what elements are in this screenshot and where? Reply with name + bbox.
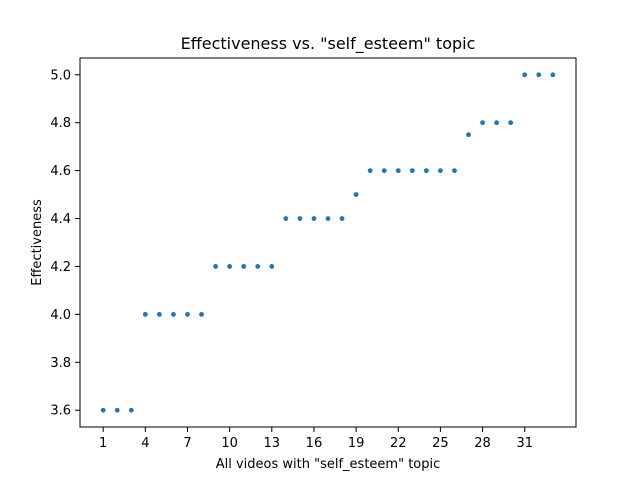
x-tick-label: 4 (141, 436, 149, 451)
data-point (241, 264, 247, 269)
data-point (508, 120, 514, 126)
data-point (438, 168, 443, 174)
data-point (381, 168, 387, 174)
y-tick-label: 4.8 (50, 116, 71, 131)
data-point (128, 407, 134, 413)
data-point (395, 168, 401, 174)
x-tick-label: 28 (474, 436, 491, 451)
y-axis-label: Effectiveness (30, 199, 45, 286)
y-tick-label: 5.0 (50, 68, 71, 83)
data-point (550, 72, 556, 78)
data-point (353, 192, 359, 197)
data-point (297, 216, 303, 221)
data-point (171, 311, 176, 317)
data-point (367, 168, 373, 174)
x-axis-label: All videos with "self_esteem" topic (216, 457, 441, 472)
x-tick-label: 25 (432, 436, 449, 451)
x-tick-label: 1 (99, 436, 107, 451)
data-point (311, 216, 317, 221)
data-point (536, 72, 542, 78)
data-point (100, 407, 106, 413)
data-point (269, 264, 275, 269)
x-tick-label: 7 (183, 436, 191, 451)
data-point (409, 168, 415, 174)
data-point (283, 216, 289, 221)
y-axis-ticks: 3.6 3.8 4.0 4.2 4.4 4.6 4.8 5.0 (50, 68, 80, 419)
data-point (185, 311, 190, 317)
y-tick-label: 3.8 (50, 356, 71, 371)
data-point (494, 120, 500, 126)
y-tick-label: 4.4 (50, 212, 71, 227)
data-point (339, 216, 345, 221)
data-points (100, 72, 556, 413)
x-tick-label: 19 (348, 436, 365, 451)
x-tick-label: 13 (264, 436, 281, 451)
data-point (255, 264, 261, 269)
data-point (114, 407, 120, 413)
x-tick-label: 16 (306, 436, 323, 451)
plot-area-frame (79, 57, 577, 428)
data-point (522, 72, 528, 78)
data-point (227, 264, 233, 269)
y-tick-label: 4.2 (50, 260, 71, 275)
data-point (213, 264, 218, 269)
data-point (480, 120, 485, 126)
data-point (466, 132, 471, 138)
data-point (156, 311, 162, 317)
x-tick-label: 10 (221, 436, 238, 451)
x-tick-label: 22 (390, 436, 407, 451)
x-axis-ticks: 1 4 7 10 13 16 19 22 25 28 31 (99, 427, 533, 451)
data-point (199, 311, 204, 317)
chart-title: Effectiveness vs. "self_esteem" topic (181, 34, 476, 54)
y-tick-label: 4.6 (50, 164, 71, 179)
data-point (325, 216, 331, 221)
data-point (423, 168, 429, 174)
data-point (452, 168, 457, 174)
data-point (142, 311, 148, 317)
x-tick-label: 31 (516, 436, 533, 451)
y-tick-label: 4.0 (50, 308, 71, 323)
y-tick-label: 3.6 (50, 404, 71, 419)
